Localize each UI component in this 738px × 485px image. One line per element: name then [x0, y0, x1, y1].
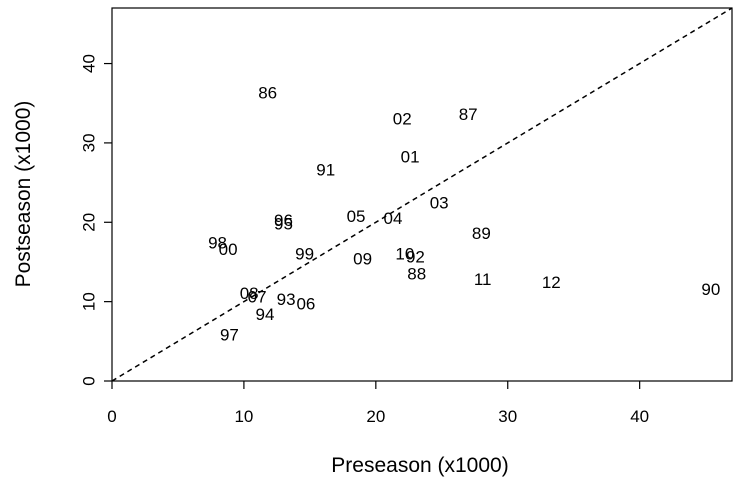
plot-frame	[111, 7, 733, 382]
point-label-92: 92	[406, 248, 425, 267]
y-tick-label: 10	[80, 292, 99, 311]
point-label-04: 04	[384, 209, 403, 228]
x-tick-label: 20	[366, 407, 385, 426]
point-label-02: 02	[393, 110, 412, 129]
point-label-06: 06	[296, 295, 315, 314]
point-label-11: 11	[474, 270, 492, 289]
x-tick-label: 10	[234, 407, 253, 426]
x-tick-label: 40	[630, 407, 649, 426]
point-label-87: 87	[459, 105, 478, 124]
point-label-90: 90	[701, 280, 720, 299]
point-label-86: 86	[258, 83, 277, 102]
point-label-94: 94	[256, 305, 275, 324]
x-axis-ticks: 0 10 20 30 40	[107, 381, 649, 426]
point-label-89: 89	[472, 224, 491, 243]
point-label-98: 98	[208, 233, 227, 252]
y-tick-label: 30	[80, 133, 99, 152]
y-axis-ticks: 0 10 20 30 40	[80, 54, 112, 386]
point-label-08: 08	[240, 284, 259, 303]
point-label-91: 91	[316, 160, 335, 179]
axis-frame	[111, 7, 733, 382]
point-label-00: 00	[219, 240, 238, 259]
point-label-05: 05	[347, 207, 366, 226]
point-label-07: 07	[248, 287, 267, 306]
point-label-99: 99	[295, 245, 314, 264]
point-label-12: 12	[542, 273, 561, 292]
y-tick-label: 0	[80, 376, 99, 385]
point-label-10: 10	[395, 245, 414, 264]
point-label-03: 03	[430, 194, 449, 213]
y-tick-label: 20	[80, 213, 99, 232]
x-axis-title: Preseason (x1000)	[331, 454, 508, 477]
point-label-88: 88	[407, 264, 426, 283]
point-label-09: 09	[353, 249, 372, 268]
point-label-97: 97	[220, 325, 239, 344]
y-tick-label: 40	[80, 54, 99, 73]
point-label-93: 93	[277, 290, 296, 309]
point-label-96: 96	[274, 211, 293, 230]
point-label-01: 01	[401, 148, 420, 167]
x-tick-label: 30	[498, 407, 517, 426]
identity-reference-line	[111, 7, 733, 382]
y-axis-title: Postseason (x1000)	[12, 101, 35, 288]
point-label-95: 95	[274, 214, 293, 233]
x-tick-label: 0	[107, 407, 116, 426]
